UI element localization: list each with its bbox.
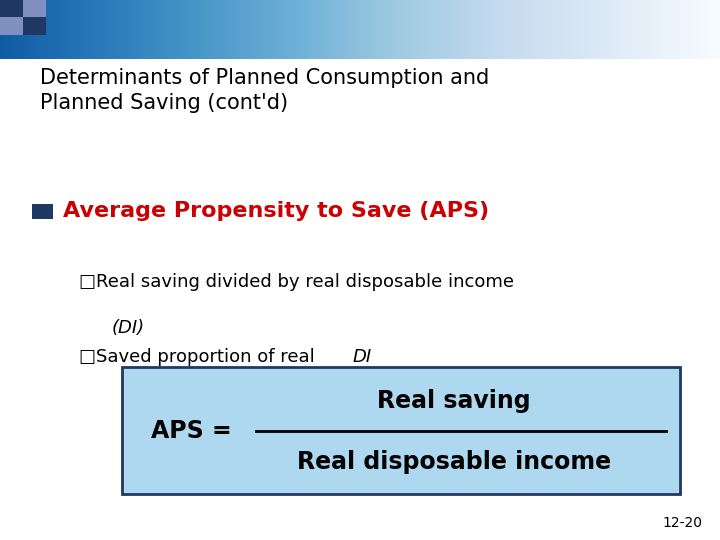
Text: DI: DI bbox=[352, 348, 372, 366]
Text: Real saving: Real saving bbox=[377, 389, 531, 413]
Text: 12-20: 12-20 bbox=[662, 516, 702, 530]
Bar bbox=[0, 0, 23, 17]
Text: Determinants of Planned Consumption and
Planned Saving (cont'd): Determinants of Planned Consumption and … bbox=[40, 68, 489, 113]
Bar bbox=[23, 0, 46, 17]
Bar bbox=[0, 17, 23, 35]
Text: Real disposable income: Real disposable income bbox=[297, 450, 611, 474]
Text: APS =: APS = bbox=[151, 418, 232, 443]
Text: □Real saving divided by real disposable income: □Real saving divided by real disposable … bbox=[79, 273, 514, 291]
Bar bbox=[32, 204, 53, 219]
FancyBboxPatch shape bbox=[122, 367, 680, 494]
Bar bbox=[23, 17, 46, 35]
Text: □Saved proportion of real: □Saved proportion of real bbox=[79, 348, 320, 366]
Text: (DI): (DI) bbox=[112, 319, 145, 336]
Text: Average Propensity to Save (APS): Average Propensity to Save (APS) bbox=[63, 201, 490, 221]
